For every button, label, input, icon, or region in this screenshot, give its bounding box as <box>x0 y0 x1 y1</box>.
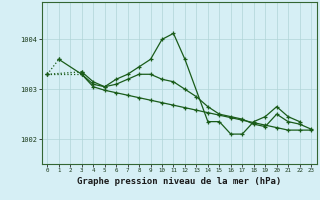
X-axis label: Graphe pression niveau de la mer (hPa): Graphe pression niveau de la mer (hPa) <box>77 177 281 186</box>
